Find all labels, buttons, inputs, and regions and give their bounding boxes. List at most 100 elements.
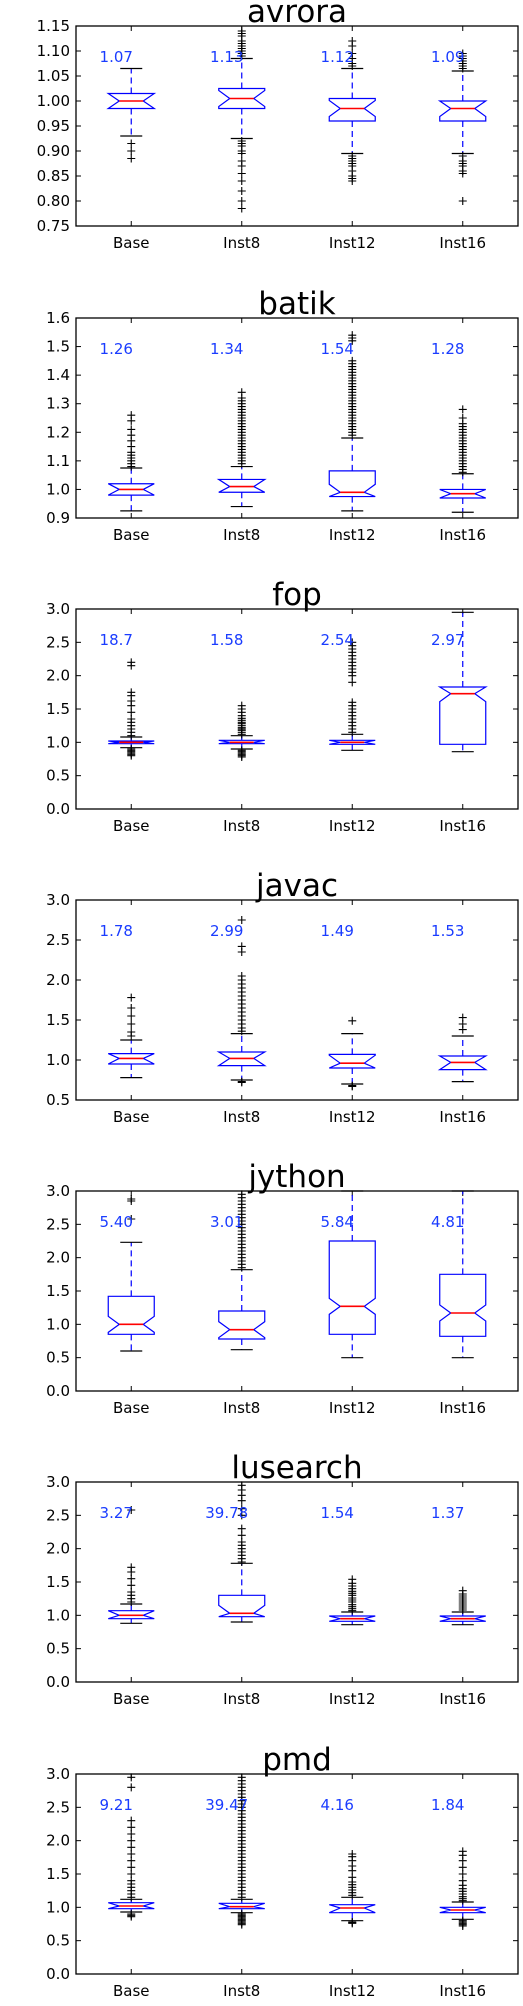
outlier-point bbox=[127, 1215, 136, 1223]
y-tick-label: 2.0 bbox=[46, 1832, 70, 1850]
outlier-point bbox=[237, 388, 246, 397]
x-tick-label: Inst16 bbox=[439, 1108, 486, 1126]
y-tick-label: 3.0 bbox=[46, 891, 70, 909]
y-tick-label: 1.0 bbox=[46, 1606, 70, 1624]
y-tick-label: 2.5 bbox=[46, 1798, 70, 1816]
outlier-point bbox=[127, 1020, 136, 1028]
max-value-annotation: 1.78 bbox=[100, 922, 133, 940]
outlier-point bbox=[127, 425, 136, 434]
outlier-point bbox=[237, 1078, 246, 1087]
max-value-annotation: 2.99 bbox=[210, 922, 243, 940]
outlier-point bbox=[348, 37, 357, 45]
outlier-point bbox=[127, 1028, 136, 1036]
max-value-annotation: 18.7 bbox=[100, 631, 133, 649]
outlier-point bbox=[127, 1195, 136, 1203]
outlier-point bbox=[348, 331, 357, 340]
outlier-point bbox=[237, 972, 246, 980]
outlier-point bbox=[127, 154, 136, 163]
panel-jython: jython 0.0 0.5 1.0 1.5 2.0 2.5 3.0 Base Inst8 Inst… bbox=[46, 1159, 519, 1417]
x-tick-label: Base bbox=[113, 1399, 150, 1417]
y-tick-label: 2.0 bbox=[46, 1249, 70, 1267]
max-value-annotation: 2.97 bbox=[431, 631, 464, 649]
outlier-point bbox=[348, 1575, 357, 1584]
outlier-point bbox=[348, 1016, 357, 1025]
outlier-point bbox=[237, 942, 246, 951]
y-tick-label: 1.0 bbox=[46, 1315, 70, 1333]
max-value-annotation: 1.34 bbox=[210, 340, 243, 358]
panel-fop: fop 0.0 0.5 1.0 1.5 2.0 2.5 3.0 Base Inst8 Inst12 I… bbox=[46, 577, 519, 835]
outlier-point bbox=[458, 1013, 467, 1022]
max-value-annotation: 1.54 bbox=[321, 1504, 354, 1522]
y-tick-label: 1.3 bbox=[46, 395, 70, 413]
outlier-point bbox=[127, 1563, 136, 1572]
outlier-point bbox=[348, 177, 357, 185]
x-tick-label: Base bbox=[113, 817, 150, 835]
outlier-point bbox=[458, 414, 467, 422]
outlier-point bbox=[127, 1856, 136, 1865]
x-tick-label: Inst8 bbox=[223, 1399, 260, 1417]
y-tick-label: 1.00 bbox=[37, 92, 70, 110]
max-value-annotation: 9.21 bbox=[100, 1796, 133, 1814]
outlier-point bbox=[237, 1190, 246, 1199]
outlier-point bbox=[458, 169, 467, 178]
outlier-point bbox=[237, 149, 246, 158]
max-value-annotation: 1.07 bbox=[100, 48, 133, 66]
outlier-point bbox=[237, 177, 246, 185]
outlier-point bbox=[127, 1836, 136, 1845]
outlier-point bbox=[348, 356, 357, 365]
outlier-point bbox=[458, 1586, 467, 1595]
outlier-point bbox=[127, 1876, 136, 1885]
x-tick-label: Inst12 bbox=[329, 526, 376, 544]
x-tick-label: Inst16 bbox=[439, 1399, 486, 1417]
x-tick-label: Inst8 bbox=[223, 1690, 260, 1708]
panel-title: fop bbox=[272, 577, 322, 613]
x-tick-label: Inst16 bbox=[439, 1982, 486, 2000]
x-tick-label: Inst12 bbox=[329, 1108, 376, 1126]
box bbox=[437, 686, 488, 745]
x-tick-label: Inst12 bbox=[329, 817, 376, 835]
x-tick-label: Inst8 bbox=[223, 1108, 260, 1126]
y-tick-label: 1.05 bbox=[37, 67, 70, 85]
y-tick-label: 3.0 bbox=[46, 1473, 70, 1491]
x-tick-label: Inst16 bbox=[439, 1690, 486, 1708]
outlier-point bbox=[127, 1783, 136, 1792]
outlier-point bbox=[127, 411, 136, 420]
max-value-annotation: 5.40 bbox=[100, 1213, 133, 1231]
outlier-point bbox=[348, 698, 357, 707]
y-tick-label: 1.4 bbox=[46, 366, 70, 384]
y-tick-label: 0.5 bbox=[46, 1349, 70, 1367]
max-value-annotation: 3.27 bbox=[100, 1504, 133, 1522]
x-tick-label: Base bbox=[113, 1982, 150, 2000]
outlier-point bbox=[458, 1922, 467, 1930]
outlier-point bbox=[458, 197, 467, 205]
max-value-annotation: 1.37 bbox=[431, 1504, 464, 1522]
box bbox=[218, 1594, 266, 1618]
outlier-point bbox=[127, 1773, 136, 1782]
outlier-point bbox=[127, 658, 136, 667]
outlier-point bbox=[237, 162, 246, 170]
x-tick-label: Inst12 bbox=[329, 234, 376, 252]
y-tick-label: 1.5 bbox=[46, 1573, 70, 1591]
panel-avrora: avrora 0.75 0.80 0.85 0.90 0.95 1.00 1.05 1.10 1.… bbox=[37, 0, 519, 252]
y-tick-label: 1.15 bbox=[37, 17, 70, 35]
outlier-point bbox=[127, 1816, 136, 1825]
max-value-annotation: 5.84 bbox=[321, 1213, 354, 1231]
x-tick-label: Inst8 bbox=[223, 526, 260, 544]
x-tick-label: Base bbox=[113, 1690, 150, 1708]
max-value-annotation: 3.01 bbox=[210, 1213, 243, 1231]
outlier-point bbox=[127, 1574, 136, 1583]
max-value-annotation: 1.26 bbox=[100, 340, 133, 358]
max-value-annotation: 1.53 bbox=[431, 922, 464, 940]
y-tick-label: 0.95 bbox=[37, 117, 70, 135]
y-tick-label: 0.0 bbox=[46, 1673, 70, 1691]
panel-javac: javac 0.5 1.0 1.5 2.0 2.5 3.0 Base Inst8 Inst12 In… bbox=[46, 868, 519, 1126]
outlier-point bbox=[127, 1506, 136, 1514]
y-tick-label: 2.0 bbox=[46, 667, 70, 685]
outlier-point bbox=[127, 688, 136, 697]
x-tick-label: Base bbox=[113, 234, 150, 252]
y-tick-label: 1.5 bbox=[46, 700, 70, 718]
plot-frame bbox=[75, 317, 519, 519]
outlier-point bbox=[348, 638, 357, 647]
max-value-annotation: 1.09 bbox=[431, 48, 464, 66]
outlier-point bbox=[127, 1004, 136, 1012]
